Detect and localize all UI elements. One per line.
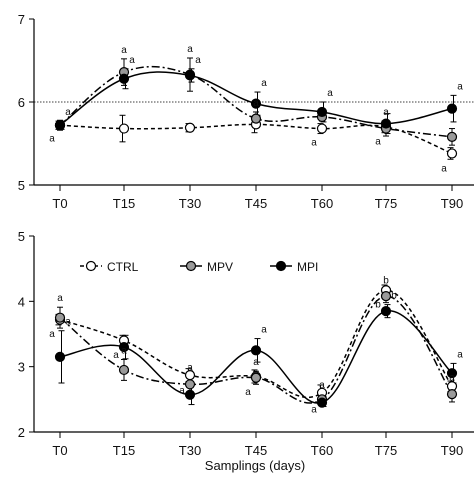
- significance-label: a: [179, 386, 185, 397]
- x-tick-label-t15: T15: [113, 196, 135, 211]
- data-point-mpv: [54, 312, 66, 323]
- y-tick-label: 3: [18, 360, 25, 375]
- y-tick-label: 6: [18, 95, 25, 110]
- significance-label: a: [311, 138, 317, 149]
- y-tick-label: 5: [18, 229, 25, 244]
- legend-swatch-marker: [185, 260, 197, 272]
- significance-label: a: [457, 349, 463, 360]
- legend: CTRL MPV MPI: [80, 260, 318, 274]
- x-tick-label-t0: T0: [52, 443, 67, 458]
- data-point-mpi: [446, 368, 458, 379]
- data-point-ctrl: [184, 122, 196, 133]
- x-tick-label-t45: T45: [245, 443, 267, 458]
- x-axis-label: Samplings (days): [205, 458, 305, 473]
- significance-label: a: [261, 78, 267, 89]
- data-point-mpi: [54, 120, 66, 131]
- x-tick-label-t45: T45: [245, 196, 267, 211]
- significance-label: a: [65, 317, 71, 328]
- data-point-ctrl: [118, 123, 130, 134]
- significance-label: a: [319, 380, 325, 391]
- significance-label: a: [113, 350, 119, 361]
- data-point-ctrl: [446, 148, 458, 159]
- significance-label: a: [187, 44, 193, 55]
- x-tick-label-t0: T0: [52, 196, 67, 211]
- x-tick-label-t60: T60: [311, 443, 333, 458]
- data-point-mpi: [184, 389, 196, 400]
- data-point-mpi: [118, 341, 130, 353]
- x-tick-label-t90: T90: [441, 196, 463, 211]
- significance-label: b: [375, 299, 381, 310]
- data-point-mpi: [316, 397, 328, 408]
- significance-label: a: [187, 362, 193, 373]
- significance-label: a: [121, 345, 127, 356]
- significance-label: a: [245, 387, 251, 398]
- significance-label: a: [65, 107, 71, 118]
- legend-swatch-marker: [275, 260, 287, 272]
- x-tick-label-t90: T90: [441, 443, 463, 458]
- significance-label: a: [49, 329, 55, 340]
- data-point-mpv: [250, 372, 262, 383]
- y-tick-label: 7: [18, 12, 25, 27]
- significance-label: a: [441, 163, 447, 174]
- x-tick-label-t75: T75: [375, 196, 397, 211]
- significance-label: a: [383, 107, 389, 118]
- data-point-mpi: [184, 70, 196, 81]
- significance-label: a: [457, 81, 463, 92]
- data-point-mpv: [446, 131, 458, 142]
- x-tick-label-t15: T15: [113, 443, 135, 458]
- data-point-mpi: [250, 98, 262, 109]
- data-point-ctrl: [316, 123, 328, 134]
- legend-entry-ctrl: CTRL: [107, 260, 139, 274]
- significance-label: a: [57, 293, 63, 304]
- significance-label: a: [311, 405, 317, 416]
- legend-entry-mpv: MPV: [207, 260, 233, 274]
- significance-label: a: [253, 357, 259, 368]
- data-point-mpi: [380, 118, 392, 129]
- data-point-mpi: [380, 306, 392, 317]
- data-point-mpi: [446, 103, 458, 114]
- significance-label: a: [375, 137, 381, 148]
- significance-label: a: [121, 45, 127, 56]
- significance-label: a: [253, 98, 259, 109]
- significance-label: b: [391, 291, 397, 302]
- y-tick-label: 4: [18, 294, 25, 309]
- data-point-mpv: [118, 364, 130, 376]
- x-tick-label-t60: T60: [311, 196, 333, 211]
- significance-label: a: [327, 88, 333, 99]
- significance-label: b: [383, 276, 389, 287]
- legend-swatch-marker: [85, 260, 97, 272]
- significance-label: a: [195, 55, 201, 66]
- data-point-mpv: [250, 113, 262, 124]
- data-point-mpi: [316, 106, 328, 118]
- data-point-mpi: [54, 351, 66, 362]
- data-point-mpv: [184, 379, 196, 390]
- x-tick-label-t75: T75: [375, 443, 397, 458]
- x-tick-label-t30: T30: [179, 443, 201, 458]
- data-point-mpv: [446, 389, 458, 400]
- y-tick-label: 5: [18, 178, 25, 193]
- significance-label: a: [49, 133, 55, 144]
- significance-label: a: [261, 325, 267, 336]
- significance-label: a: [129, 55, 135, 66]
- series-line-ctrl: [59, 289, 453, 399]
- legend-entry-mpi: MPI: [297, 260, 318, 274]
- data-point-mpi: [118, 73, 130, 84]
- data-point-mpv: [380, 291, 392, 302]
- data-point-mpi: [250, 345, 262, 356]
- x-tick-label-t30: T30: [179, 196, 201, 211]
- y-tick-label: 2: [18, 425, 25, 440]
- significance-label: a: [449, 372, 455, 383]
